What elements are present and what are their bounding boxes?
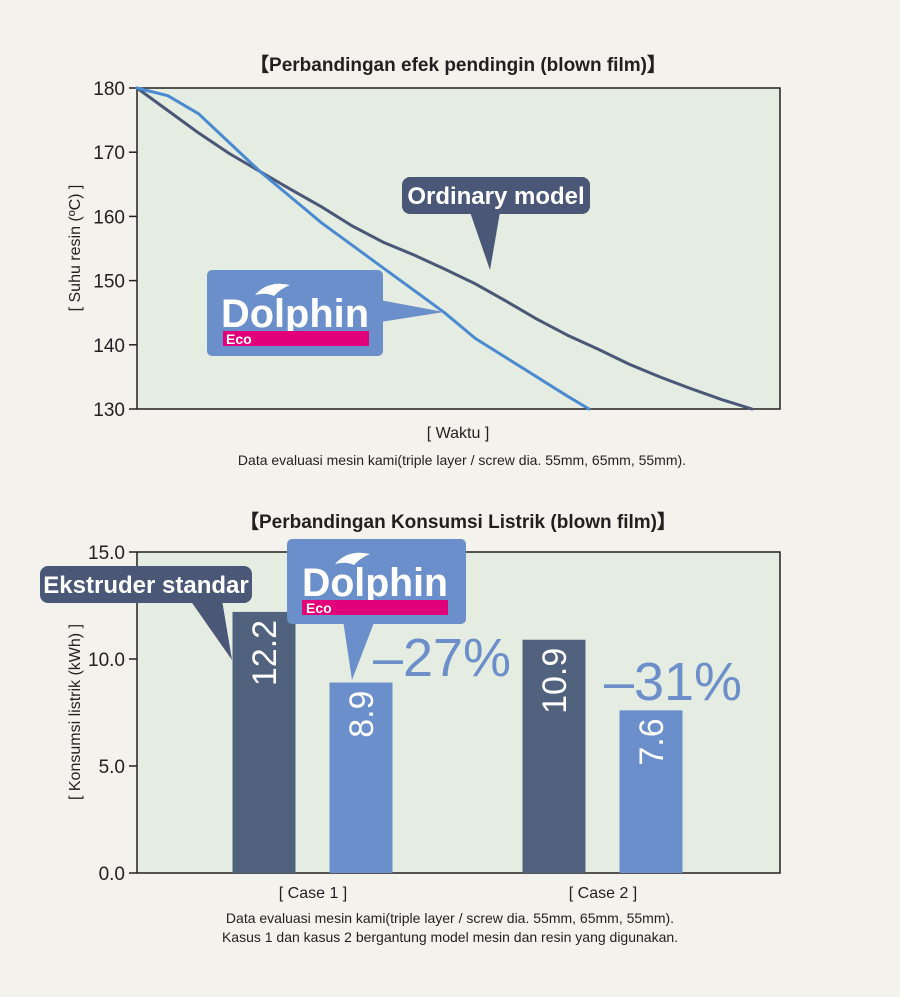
bar-x-ticks: [ Case 1 ] [ Case 2 ] <box>279 885 637 902</box>
bar-series-group: 12.2 10.9 8.9 7.6 <box>232 611 683 873</box>
line-chart: 【Perbandingan efek pendingin (blown film… <box>67 53 781 468</box>
dolphin-logo-text: Dolphin <box>221 292 369 336</box>
bar-value-label: 8.9 <box>343 691 381 738</box>
y-tick-label: 180 <box>93 79 125 100</box>
eco-band <box>223 331 369 346</box>
ordinary-model-callout: Ordinary model <box>402 177 590 270</box>
y-tick-label: 150 <box>93 272 125 293</box>
ordinary-model-callout-text: Ordinary model <box>407 183 584 210</box>
bar-ekstruder-standar-case-2 <box>522 639 586 873</box>
ekstruder-callout-pointer <box>190 600 232 660</box>
ordinary-model-callout-box <box>402 177 590 214</box>
dolphin-callout-pointer <box>380 300 444 322</box>
series-line-dolphin-eco <box>135 86 591 411</box>
y-tick-label: 0.0 <box>99 864 125 885</box>
x-category-label: [ Case 2 ] <box>569 885 637 902</box>
ekstruder-standar-callout: Ekstruder standar <box>40 566 252 660</box>
series-line-ordinary-model <box>135 86 754 411</box>
y-tick-label: 140 <box>93 336 125 357</box>
dolphin-icon <box>335 552 370 565</box>
eco-band <box>302 600 448 615</box>
dolphin-bar-callout-pointer <box>343 620 375 680</box>
ekstruder-callout-box <box>40 566 252 603</box>
bar-value-label: 10.9 <box>536 648 574 714</box>
bar-y-ticks: 15.0 10.0 5.0 0.0 <box>88 543 137 885</box>
y-tick-label: 5.0 <box>99 757 125 778</box>
dolphin-eco-callout-bar: Dolphin Eco <box>287 539 466 680</box>
eco-label: Eco <box>226 331 252 347</box>
line-y-ticks: 180 170 160 150 140 130 <box>93 79 137 421</box>
line-x-axis-label: [ Waktu ] <box>427 425 490 442</box>
line-chart-note: Data evaluasi mesin kami(triple layer / … <box>238 452 686 468</box>
ordinary-model-callout-pointer <box>470 212 500 270</box>
y-tick-label: 170 <box>93 143 125 164</box>
dolphin-icon <box>255 283 290 296</box>
dolphin-eco-callout-line: Dolphin Eco <box>207 270 444 356</box>
reduction-case-1: –27% <box>373 628 511 688</box>
bar-value-label: 7.6 <box>633 718 671 765</box>
line-series-group <box>135 86 754 411</box>
reduction-case-2: –31% <box>604 652 742 712</box>
bar-y-axis-label: [ Konsumsi listrik (kWh) ] <box>67 624 84 800</box>
line-plot-area <box>136 87 781 410</box>
y-tick-label: 15.0 <box>88 543 125 564</box>
ekstruder-callout-text: Ekstruder standar <box>43 572 248 599</box>
bar-chart: 【Perbandingan Konsumsi Listrik (blown fi… <box>40 510 781 945</box>
bar-chart-note-2: Kasus 1 dan kasus 2 bergantung model mes… <box>222 929 678 945</box>
bar-ekstruder-standar-case-1 <box>232 611 296 873</box>
y-tick-label: 130 <box>93 400 125 421</box>
bar-chart-note-1: Data evaluasi mesin kami(triple layer / … <box>226 910 674 926</box>
line-y-axis-label: [ Suhu resin (ºC) ] <box>67 185 84 312</box>
y-tick-label: 160 <box>93 207 125 228</box>
bar-value-label: 12.2 <box>246 620 284 686</box>
x-category-label: [ Case 1 ] <box>279 885 347 902</box>
bar-chart-title: 【Perbandingan Konsumsi Listrik (blown fi… <box>240 510 676 533</box>
line-chart-title: 【Perbandingan efek pendingin (blown film… <box>250 53 666 76</box>
dolphin-bar-logo-text: Dolphin <box>302 561 448 605</box>
y-tick-label: 10.0 <box>88 650 125 671</box>
bar-dolphin-eco-case-1 <box>329 682 393 873</box>
eco-label: Eco <box>306 600 332 616</box>
bar-dolphin-eco-case-2 <box>619 710 683 873</box>
